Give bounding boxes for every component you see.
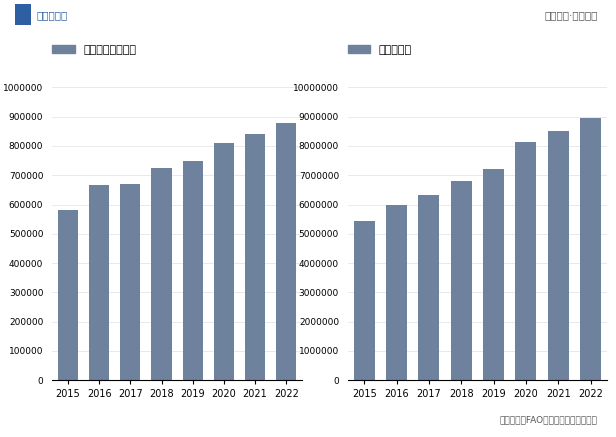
Bar: [516, 142, 537, 380]
Text: 华经情报网: 华经情报网: [37, 10, 68, 20]
Bar: [276, 122, 296, 380]
Text: 2015-2022年全球牛油果种植面积及产量情况: 2015-2022年全球牛油果种植面积及产量情况: [174, 44, 442, 62]
Bar: [245, 134, 265, 380]
Bar: [58, 210, 78, 380]
Bar: [580, 118, 601, 380]
Bar: [483, 170, 504, 380]
Bar: [182, 160, 203, 380]
Bar: [152, 168, 172, 380]
Bar: [89, 185, 109, 380]
Bar: [214, 143, 234, 380]
Bar: [451, 181, 472, 380]
Legend: 种植面积（公顷）: 种植面积（公顷）: [48, 40, 141, 59]
Legend: 产量（吨）: 产量（吨）: [343, 40, 416, 59]
Bar: [15, 4, 31, 25]
Bar: [354, 221, 375, 380]
Bar: [120, 184, 140, 380]
Bar: [548, 131, 569, 380]
Text: 专业严谨·客观科学: 专业严谨·客观科学: [544, 10, 598, 20]
Bar: [418, 195, 439, 380]
Text: 资料来源：FAO，华经产业研究院整理: 资料来源：FAO，华经产业研究院整理: [500, 415, 598, 424]
Bar: [386, 205, 407, 380]
